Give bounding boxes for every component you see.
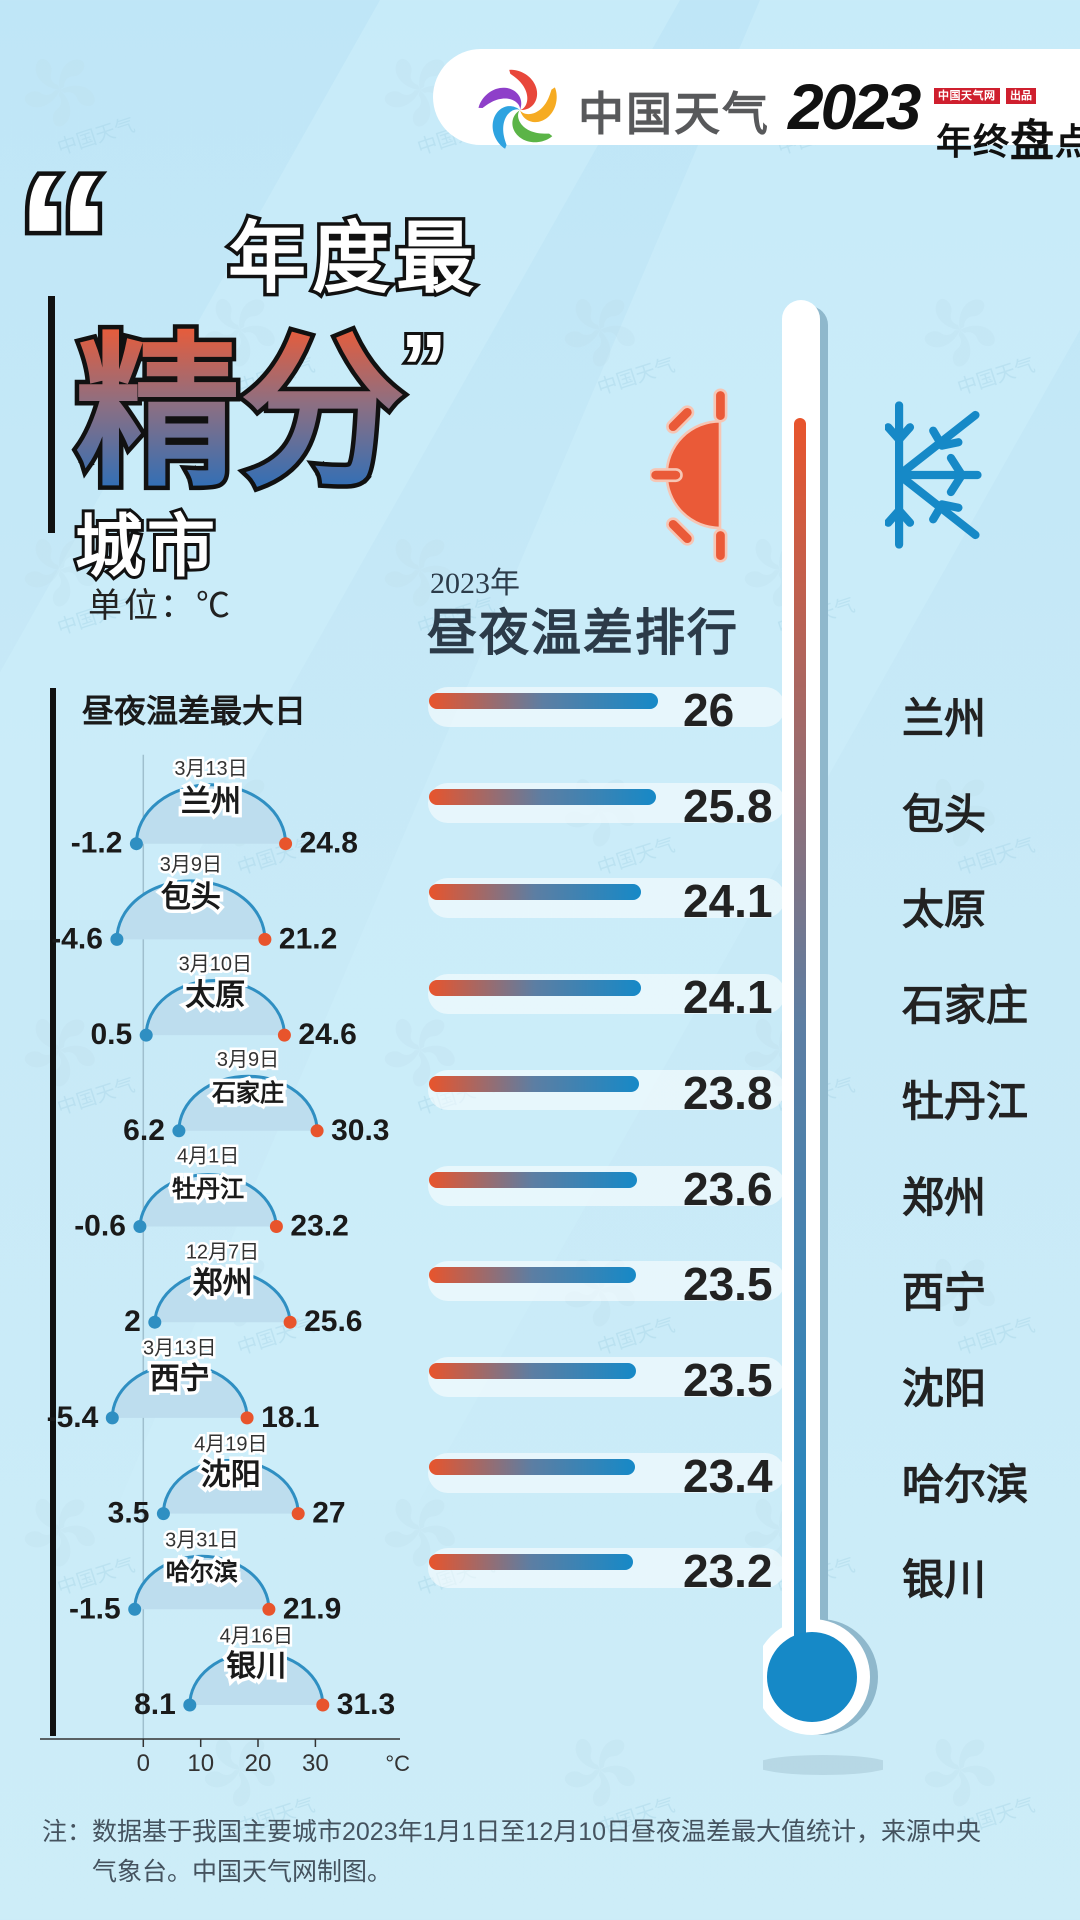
svg-text:4月19日: 4月19日: [194, 1433, 267, 1455]
svg-text:年度最: 年度最: [228, 214, 480, 302]
svg-text:20: 20: [245, 1750, 272, 1777]
svg-text:30: 30: [302, 1750, 329, 1777]
svg-text:”: ”: [400, 315, 448, 421]
svg-text:31.3: 31.3: [337, 1688, 395, 1721]
svg-text:27: 27: [312, 1497, 345, 1530]
svg-text:包头: 包头: [161, 880, 221, 914]
svg-text:12月7日: 12月7日: [186, 1242, 259, 1264]
svg-text:-4.6: -4.6: [51, 922, 103, 955]
svg-text:3月10日: 3月10日: [179, 954, 252, 976]
svg-text:4月16日: 4月16日: [220, 1625, 293, 1647]
svg-text:3月13日: 3月13日: [174, 758, 247, 780]
svg-text:3月13日: 3月13日: [143, 1338, 216, 1360]
svg-text:25.6: 25.6: [304, 1305, 362, 1338]
svg-text:2: 2: [124, 1305, 141, 1338]
svg-text:8.1: 8.1: [134, 1688, 176, 1721]
svg-text:4月1日: 4月1日: [177, 1146, 239, 1168]
svg-text:3月9日: 3月9日: [160, 854, 222, 876]
svg-text:-1.5: -1.5: [69, 1592, 121, 1625]
svg-text:0.5: 0.5: [90, 1018, 132, 1051]
svg-text:牡丹江: 牡丹江: [172, 1176, 244, 1203]
svg-text:城市: 城市: [75, 509, 219, 585]
svg-text:太原: 太原: [185, 979, 245, 1012]
svg-text:6.2: 6.2: [123, 1114, 165, 1147]
svg-text:西宁: 西宁: [150, 1362, 210, 1396]
svg-text:3月31日: 3月31日: [165, 1529, 238, 1551]
svg-text:30.3: 30.3: [331, 1114, 389, 1147]
svg-text:-1.2: -1.2: [71, 827, 123, 860]
svg-text:3月9日: 3月9日: [217, 1049, 279, 1071]
svg-text:石家庄: 石家庄: [211, 1079, 284, 1107]
svg-text:精分: 精分: [75, 321, 405, 505]
svg-text:郑州: 郑州: [193, 1267, 253, 1300]
svg-text:哈尔滨: 哈尔滨: [166, 1558, 238, 1586]
svg-text:兰州: 兰州: [181, 785, 241, 818]
svg-text:-0.6: -0.6: [74, 1210, 126, 1243]
svg-text:23.2: 23.2: [290, 1210, 348, 1243]
svg-text:21.9: 21.9: [283, 1592, 341, 1625]
svg-text:0: 0: [137, 1750, 150, 1777]
svg-text:10: 10: [187, 1750, 214, 1777]
svg-text:-5.4: -5.4: [47, 1401, 99, 1434]
svg-text:18.1: 18.1: [261, 1401, 319, 1434]
svg-text:21.2: 21.2: [279, 922, 337, 955]
svg-text:24.6: 24.6: [298, 1018, 356, 1051]
svg-text:沈阳: 沈阳: [201, 1458, 261, 1491]
svg-text:24.8: 24.8: [300, 827, 358, 860]
svg-text:°C: °C: [385, 1751, 410, 1776]
svg-text:银川: 银川: [226, 1650, 286, 1683]
svg-text:3.5: 3.5: [108, 1497, 150, 1530]
